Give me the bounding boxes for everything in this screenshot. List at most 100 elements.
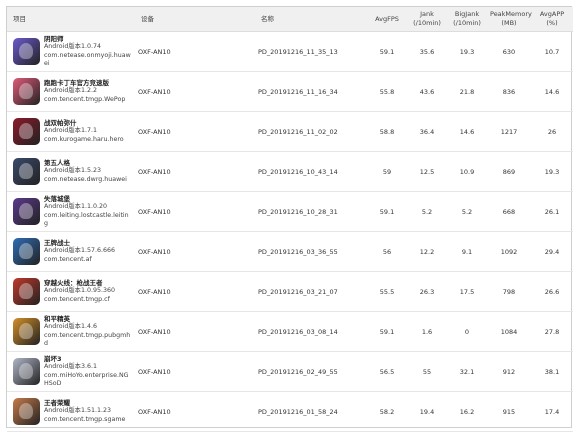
header-avgapp[interactable]: AvgAPP (%)	[531, 7, 573, 32]
avgapp-cell: 10.7	[531, 31, 573, 72]
name-cell[interactable]: PD_20191216_11_02_02	[255, 111, 367, 152]
game-info: 崩坏3 Android版本3.6.1 com.miHoYo.enterprise…	[13, 355, 132, 389]
avgfps-cell: 58.8	[367, 111, 407, 152]
header-peakmemory[interactable]: PeakMemory (MB)	[487, 7, 532, 32]
game-text: 穿越火线：枪战王者 Android版本1.0.95.360 com.tencen…	[44, 279, 115, 305]
table-row[interactable]: 阴阳师 Android版本1.0.74 com.netease.onmyoji.…	[7, 31, 573, 72]
bigjank-cell: 17.5	[447, 271, 487, 312]
header-name[interactable]: 名称	[255, 7, 367, 32]
table-row[interactable]: 第五人格 Android版本1.5.23 com.netease.dwrg.hu…	[7, 151, 573, 192]
game-package: com.tencent.tmgp.sgame	[44, 415, 126, 423]
table-row[interactable]: 穿越火线：枪战王者 Android版本1.0.95.360 com.tencen…	[7, 271, 573, 312]
game-icon[interactable]	[13, 158, 40, 185]
name-cell[interactable]: PD_20191216_10_43_14	[255, 151, 367, 192]
table-row[interactable]: 失落城堡 Android版本1.1.0.20 com.leiting.lostc…	[7, 191, 573, 232]
game-text: 阴阳师 Android版本1.0.74 com.netease.onmyoji.…	[44, 35, 132, 69]
table-row[interactable]: 和平精英 Android版本1.4.6 com.tencent.tmgp.pub…	[7, 311, 573, 352]
performance-table: 项目 设备 名称 AvgFPS Jank (/10min) BigJank (/10…	[7, 7, 573, 432]
table-row[interactable]: 王者荣耀 Android版本1.51.1.23 com.tencent.tmgp…	[7, 391, 573, 432]
header-device[interactable]: 设备	[135, 7, 255, 32]
game-info: 王牌战士 Android版本1.57.6.666 com.tencent.af	[13, 238, 132, 265]
game-package: com.kurogame.haru.hero	[44, 135, 124, 143]
game-version: Android版本1.1.0.20	[44, 203, 107, 210]
name-cell[interactable]: PD_20191216_10_28_31	[255, 191, 367, 232]
name-cell[interactable]: PD_20191216_02_49_55	[255, 351, 367, 392]
game-cell: 和平精英 Android版本1.4.6 com.tencent.tmgp.pub…	[7, 311, 135, 352]
device-cell: OXF-AN10	[135, 351, 255, 392]
game-cell: 战双帕弥什 Android版本1.7.1 com.kurogame.haru.h…	[7, 111, 135, 152]
header-jank[interactable]: Jank (/10min)	[407, 7, 447, 32]
jank-cell: 36.4	[407, 111, 447, 152]
avgapp-cell: 29.4	[531, 231, 573, 272]
game-icon[interactable]	[13, 318, 40, 345]
header-bigjank-unit: (/10min)	[453, 19, 481, 27]
game-icon[interactable]	[13, 278, 40, 305]
game-version: Android版本1.7.1	[44, 127, 97, 135]
header-avgfps[interactable]: AvgFPS	[367, 7, 407, 32]
peakmemory-cell: 912	[487, 351, 531, 392]
game-cell: 失落城堡 Android版本1.1.0.20 com.leiting.lostc…	[7, 191, 135, 232]
game-version: Android版本1.0.95.360	[44, 287, 115, 295]
game-title: 崩坏3	[44, 354, 62, 363]
name-cell[interactable]: PD_20191216_03_36_55	[255, 231, 367, 272]
game-icon[interactable]	[13, 238, 40, 265]
header-peakmemory-label: PeakMemory	[490, 10, 532, 18]
avgfps-cell: 55.8	[367, 71, 407, 112]
game-cell: 王牌战士 Android版本1.57.6.666 com.tencent.af	[7, 231, 135, 272]
game-icon[interactable]	[13, 358, 40, 385]
header-jank-label: Jank	[420, 10, 434, 18]
game-info: 第五人格 Android版本1.5.23 com.netease.dwrg.hu…	[13, 158, 132, 185]
game-title: 第五人格	[44, 158, 70, 167]
peakmemory-cell: 836	[487, 71, 531, 112]
game-package: com.miHoYo.enterprise.NGHSoD	[44, 371, 129, 388]
name-cell[interactable]: PD_20191216_11_35_13	[255, 31, 367, 72]
name-cell[interactable]: PD_20191216_03_21_07	[255, 271, 367, 312]
table-body: 阴阳师 Android版本1.0.74 com.netease.onmyoji.…	[7, 31, 573, 432]
avgapp-cell: 38.1	[531, 351, 573, 392]
device-cell: OXF-AN10	[135, 191, 255, 232]
game-package: com.tencent.tmgp.cf	[44, 295, 110, 303]
game-cell: 阴阳师 Android版本1.0.74 com.netease.onmyoji.…	[7, 31, 135, 72]
avgfps-cell: 55.5	[367, 271, 407, 312]
avgfps-cell: 59.1	[367, 191, 407, 232]
game-cell: 跑跑卡丁车官方竞速版 Android版本1.2.2 com.tencent.tm…	[7, 71, 135, 112]
peakmemory-cell: 869	[487, 151, 531, 192]
game-package: com.leiting.lostcastle.leiting	[44, 211, 129, 228]
table-row[interactable]: 王牌战士 Android版本1.57.6.666 com.tencent.af …	[7, 231, 573, 272]
name-cell[interactable]: PD_20191216_01_58_24	[255, 391, 367, 432]
bigjank-cell: 16.2	[447, 391, 487, 432]
game-info: 阴阳师 Android版本1.0.74 com.netease.onmyoji.…	[13, 35, 132, 69]
jank-cell: 12.5	[407, 151, 447, 192]
game-icon[interactable]	[13, 398, 40, 425]
game-text: 崩坏3 Android版本3.6.1 com.miHoYo.enterprise…	[44, 355, 132, 389]
bigjank-cell: 14.6	[447, 111, 487, 152]
game-package: com.tencent.af	[44, 255, 92, 263]
device-cell: OXF-AN10	[135, 111, 255, 152]
header-game[interactable]: 项目	[7, 7, 135, 32]
device-cell: OXF-AN10	[135, 271, 255, 312]
table-row[interactable]: 跑跑卡丁车官方竞速版 Android版本1.2.2 com.tencent.tm…	[7, 71, 573, 112]
game-icon[interactable]	[13, 38, 40, 65]
game-title: 和平精英	[44, 314, 70, 323]
avgapp-cell: 26	[531, 111, 573, 152]
table-row[interactable]: 战双帕弥什 Android版本1.7.1 com.kurogame.haru.h…	[7, 111, 573, 152]
game-icon[interactable]	[13, 78, 40, 105]
game-version: Android版本1.2.2	[44, 87, 97, 95]
game-cell: 穿越火线：枪战王者 Android版本1.0.95.360 com.tencen…	[7, 271, 135, 312]
device-cell: OXF-AN10	[135, 71, 255, 112]
peakmemory-cell: 668	[487, 191, 531, 232]
header-avgapp-label: AvgAPP	[539, 10, 565, 18]
table-row[interactable]: 崩坏3 Android版本3.6.1 com.miHoYo.enterprise…	[7, 351, 573, 392]
bigjank-cell: 10.9	[447, 151, 487, 192]
jank-cell: 19.4	[407, 391, 447, 432]
game-icon[interactable]	[13, 198, 40, 225]
peakmemory-cell: 1084	[487, 311, 531, 352]
game-text: 王牌战士 Android版本1.57.6.666 com.tencent.af	[44, 239, 115, 265]
name-cell[interactable]: PD_20191216_03_08_14	[255, 311, 367, 352]
name-cell[interactable]: PD_20191216_11_16_34	[255, 71, 367, 112]
header-bigjank[interactable]: BigJank (/10min)	[447, 7, 487, 32]
jank-cell: 35.6	[407, 31, 447, 72]
game-package: com.tencent.tmgp.WePop	[44, 95, 126, 103]
game-icon[interactable]	[13, 118, 40, 145]
bigjank-cell: 5.2	[447, 191, 487, 232]
